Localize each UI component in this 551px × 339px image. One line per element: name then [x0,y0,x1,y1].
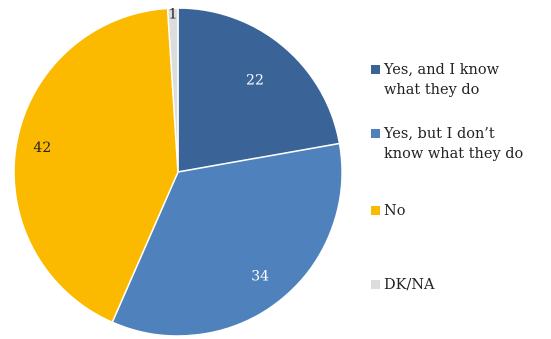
legend-item-yes-dont-know: Yes, but I don’t know what they do [371,124,523,164]
legend-item-dk-na: DK/NA [371,275,435,295]
legend-swatch [371,129,380,138]
pie-slice [166,7,179,173]
legend-label: Yes, and I know what they do [384,62,500,98]
legend-swatch [371,206,380,215]
pie-value-labels: 22 34 42 1 [33,7,269,285]
pie-slices [13,7,343,337]
pie-slice-value-label: 42 [33,140,51,156]
legend-label: Yes, but I don’t know what they do [384,126,524,162]
legend-label: No [384,203,406,219]
legend-item-no: No [371,201,405,221]
legend-swatch [371,65,380,74]
legend-label: DK/NA [384,277,435,293]
pie-slice-value-label: 22 [246,72,264,88]
legend-item-yes-know: Yes, and I know what they do [371,60,499,100]
pie-slice [177,7,341,173]
pie-slice [13,7,179,324]
pie-slice-value-label: 34 [251,268,269,284]
legend-swatch [371,280,380,289]
pie-slice-value-label: 1 [169,7,178,23]
